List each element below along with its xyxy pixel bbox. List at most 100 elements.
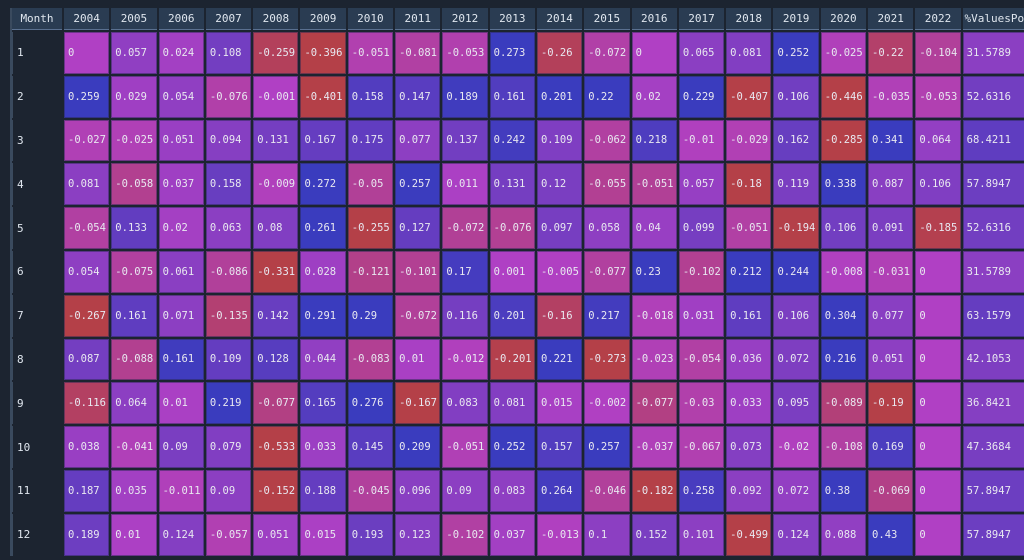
cell: 0.057 <box>678 163 725 206</box>
cell: -0.102 <box>442 513 488 556</box>
cell: -0.185 <box>915 207 961 249</box>
cell: -0.067 <box>678 426 725 468</box>
cell: -0.19 <box>868 382 914 425</box>
cell: -0.072 <box>442 207 488 249</box>
cell: 0.09 <box>158 426 204 468</box>
cell: -0.072 <box>584 32 630 74</box>
cell: 0.058 <box>584 207 630 249</box>
cell: -0.002 <box>584 382 630 425</box>
column-header: %ValuesPos <box>962 8 1024 30</box>
cell: 0.051 <box>868 338 914 381</box>
cell: 0.028 <box>300 250 346 293</box>
cell: -0.285 <box>820 119 867 162</box>
cell: 0 <box>915 382 961 425</box>
cell: 0.106 <box>915 163 961 206</box>
cell: -0.182 <box>631 469 677 512</box>
cell: 0.044 <box>300 338 346 381</box>
cell: -0.001 <box>253 75 299 118</box>
cell: 0.092 <box>726 469 772 512</box>
cell: 0 <box>915 469 961 512</box>
cell: 0.221 <box>536 338 583 381</box>
cell: -0.01 <box>678 119 725 162</box>
cell: 0.175 <box>347 119 394 162</box>
cell: -0.02 <box>773 426 819 468</box>
cell: 0.161 <box>489 75 535 118</box>
cell: 0.131 <box>489 163 535 206</box>
row-label: 10 <box>12 426 62 468</box>
cell: 47.3684 <box>962 426 1024 468</box>
cell: 0.291 <box>300 294 346 337</box>
row-label: 6 <box>12 250 62 293</box>
cell: -0.025 <box>820 32 867 74</box>
cell: 0.12 <box>536 163 583 206</box>
cell: 0.152 <box>631 513 677 556</box>
cell: 0.157 <box>536 426 583 468</box>
cell: -0.255 <box>347 207 394 249</box>
cell: 0.054 <box>64 250 110 293</box>
cell: 0.261 <box>300 207 346 249</box>
cell: 63.1579 <box>962 294 1024 337</box>
cell: 0.252 <box>489 426 535 468</box>
cell: 0.22 <box>584 75 630 118</box>
cell: 0 <box>631 32 677 74</box>
cell: 0.147 <box>395 75 441 118</box>
column-header: Month <box>12 8 62 30</box>
cell: 0.188 <box>300 469 346 512</box>
cell: 0 <box>915 513 961 556</box>
cell: 0.08 <box>253 207 299 249</box>
cell: -0.055 <box>584 163 630 206</box>
cell: 0.015 <box>300 513 346 556</box>
cell: 0.035 <box>111 469 157 512</box>
cell: -0.041 <box>111 426 157 468</box>
cell: 0.212 <box>726 250 772 293</box>
cell: -0.018 <box>631 294 677 337</box>
cell: -0.023 <box>631 338 677 381</box>
cell: 0.161 <box>726 294 772 337</box>
row-label: 12 <box>12 513 62 556</box>
cell: -0.051 <box>631 163 677 206</box>
cell: 36.8421 <box>962 382 1024 425</box>
cell: 0.087 <box>868 163 914 206</box>
cell: -0.273 <box>584 338 630 381</box>
cell: 0.087 <box>64 338 110 381</box>
cell: -0.037 <box>631 426 677 468</box>
cell: 0.338 <box>820 163 867 206</box>
cell: 57.8947 <box>962 163 1024 206</box>
cell: 0.133 <box>111 207 157 249</box>
cell: 0.189 <box>442 75 488 118</box>
cell: -0.012 <box>442 338 488 381</box>
cell: 0.081 <box>64 163 110 206</box>
cell: 0.276 <box>347 382 394 425</box>
column-header: 2021 <box>868 8 914 30</box>
cell: -0.046 <box>584 469 630 512</box>
cell: -0.054 <box>64 207 110 249</box>
cell: -0.051 <box>726 207 772 249</box>
row-label: 8 <box>12 338 62 381</box>
cell: 52.6316 <box>962 75 1024 118</box>
cell: 0.001 <box>489 250 535 293</box>
cell: -0.076 <box>205 75 252 118</box>
cell: -0.072 <box>395 294 441 337</box>
cell: -0.013 <box>536 513 583 556</box>
cell: -0.18 <box>726 163 772 206</box>
cell: 0.101 <box>678 513 725 556</box>
cell: 0.242 <box>489 119 535 162</box>
cell: 0.162 <box>773 119 819 162</box>
column-header: 2013 <box>489 8 535 30</box>
row-label: 11 <box>12 469 62 512</box>
cell: 0.01 <box>395 338 441 381</box>
cell: 0.209 <box>395 426 441 468</box>
cell: 0.033 <box>300 426 346 468</box>
cell: 0.219 <box>205 382 252 425</box>
cell: -0.194 <box>773 207 819 249</box>
cell: 0.264 <box>536 469 583 512</box>
cell: 0.072 <box>773 469 819 512</box>
cell: -0.053 <box>442 32 488 74</box>
cell: 0.09 <box>442 469 488 512</box>
cell: 0.187 <box>64 469 110 512</box>
cell: -0.008 <box>820 250 867 293</box>
cell: -0.053 <box>915 75 961 118</box>
cell: 0.116 <box>442 294 488 337</box>
cell: 0.43 <box>868 513 914 556</box>
